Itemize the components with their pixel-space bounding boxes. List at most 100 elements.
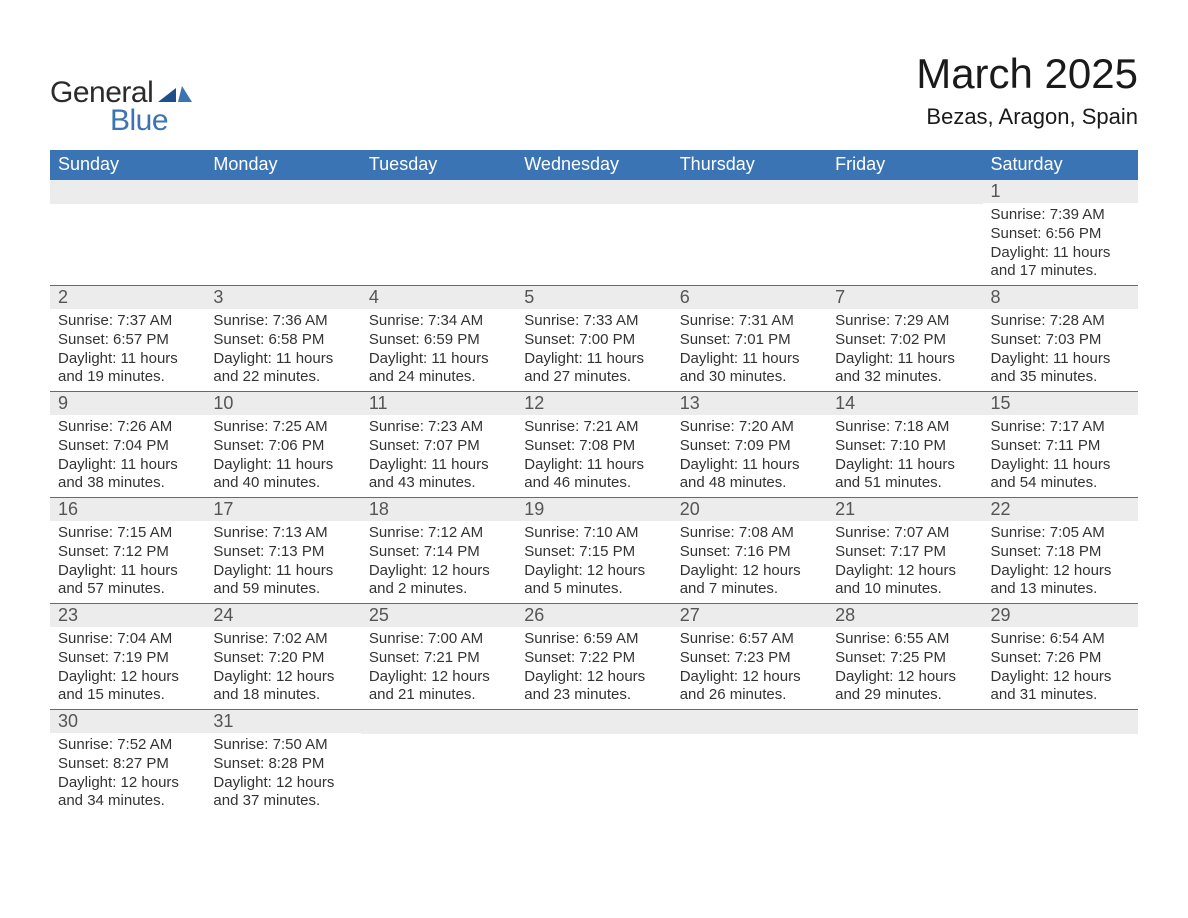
calendar-cell: 29Sunrise: 6:54 AMSunset: 7:26 PMDayligh… [983,604,1138,710]
sunset-line: Sunset: 7:00 PM [524,331,663,350]
day-details: Sunrise: 7:29 AMSunset: 7:02 PMDaylight:… [827,309,982,391]
sunrise-line: Sunrise: 7:04 AM [58,630,197,649]
sunset-line: Sunset: 7:12 PM [58,543,197,562]
day-details: Sunrise: 6:54 AMSunset: 7:26 PMDaylight:… [983,627,1138,709]
daylight-line: Daylight: 11 hours and 32 minutes. [835,350,974,388]
sunset-line: Sunset: 7:17 PM [835,543,974,562]
day-number [361,710,516,734]
daylight-line: Daylight: 12 hours and 23 minutes. [524,668,663,706]
daylight-line: Daylight: 11 hours and 24 minutes. [369,350,508,388]
daylight-line: Daylight: 12 hours and 13 minutes. [991,562,1130,600]
day-details [516,204,671,211]
daylight-line: Daylight: 11 hours and 27 minutes. [524,350,663,388]
day-number: 18 [361,498,516,521]
day-number: 2 [50,286,205,309]
daylight-line: Daylight: 11 hours and 48 minutes. [680,456,819,494]
day-number: 12 [516,392,671,415]
day-details: Sunrise: 7:33 AMSunset: 7:00 PMDaylight:… [516,309,671,391]
calendar-cell: 26Sunrise: 6:59 AMSunset: 7:22 PMDayligh… [516,604,671,710]
sunset-line: Sunset: 7:03 PM [991,331,1130,350]
sunrise-line: Sunrise: 7:07 AM [835,524,974,543]
daylight-line: Daylight: 11 hours and 54 minutes. [991,456,1130,494]
day-details: Sunrise: 7:17 AMSunset: 7:11 PMDaylight:… [983,415,1138,497]
sunset-line: Sunset: 7:20 PM [213,649,352,668]
day-details: Sunrise: 7:52 AMSunset: 8:27 PMDaylight:… [50,733,205,815]
day-details: Sunrise: 7:23 AMSunset: 7:07 PMDaylight:… [361,415,516,497]
day-details: Sunrise: 7:08 AMSunset: 7:16 PMDaylight:… [672,521,827,603]
sunrise-line: Sunrise: 7:29 AM [835,312,974,331]
day-details: Sunrise: 7:10 AMSunset: 7:15 PMDaylight:… [516,521,671,603]
day-number: 8 [983,286,1138,309]
calendar-cell: 23Sunrise: 7:04 AMSunset: 7:19 PMDayligh… [50,604,205,710]
daylight-line: Daylight: 12 hours and 37 minutes. [213,774,352,812]
day-details [827,204,982,211]
sunrise-line: Sunrise: 7:39 AM [991,206,1130,225]
day-details: Sunrise: 7:25 AMSunset: 7:06 PMDaylight:… [205,415,360,497]
weekday-header: Saturday [983,150,1138,180]
calendar-row: 16Sunrise: 7:15 AMSunset: 7:12 PMDayligh… [50,498,1138,604]
sunset-line: Sunset: 7:09 PM [680,437,819,456]
sunset-line: Sunset: 7:23 PM [680,649,819,668]
sunrise-line: Sunrise: 7:10 AM [524,524,663,543]
sunset-line: Sunset: 7:19 PM [58,649,197,668]
day-details [361,204,516,211]
sunrise-line: Sunrise: 6:59 AM [524,630,663,649]
sunrise-line: Sunrise: 6:55 AM [835,630,974,649]
weekday-header: Thursday [672,150,827,180]
sunrise-line: Sunrise: 7:36 AM [213,312,352,331]
sunset-line: Sunset: 7:02 PM [835,331,974,350]
daylight-line: Daylight: 11 hours and 51 minutes. [835,456,974,494]
sunrise-line: Sunrise: 7:08 AM [680,524,819,543]
calendar-cell: 28Sunrise: 6:55 AMSunset: 7:25 PMDayligh… [827,604,982,710]
day-number [983,710,1138,734]
calendar-cell: 24Sunrise: 7:02 AMSunset: 7:20 PMDayligh… [205,604,360,710]
daylight-line: Daylight: 11 hours and 59 minutes. [213,562,352,600]
day-details: Sunrise: 7:31 AMSunset: 7:01 PMDaylight:… [672,309,827,391]
day-details: Sunrise: 7:04 AMSunset: 7:19 PMDaylight:… [50,627,205,709]
day-details: Sunrise: 7:12 AMSunset: 7:14 PMDaylight:… [361,521,516,603]
sunrise-line: Sunrise: 6:57 AM [680,630,819,649]
logo-text-blue: Blue [110,104,192,138]
calendar-row: 30Sunrise: 7:52 AMSunset: 8:27 PMDayligh… [50,710,1138,816]
sunset-line: Sunset: 8:27 PM [58,755,197,774]
day-number [672,180,827,204]
sunrise-line: Sunrise: 7:17 AM [991,418,1130,437]
day-details: Sunrise: 7:39 AMSunset: 6:56 PMDaylight:… [983,203,1138,285]
day-details: Sunrise: 7:37 AMSunset: 6:57 PMDaylight:… [50,309,205,391]
day-number [516,710,671,734]
day-number: 10 [205,392,360,415]
day-number: 15 [983,392,1138,415]
day-details: Sunrise: 7:36 AMSunset: 6:58 PMDaylight:… [205,309,360,391]
sunrise-line: Sunrise: 7:18 AM [835,418,974,437]
sunrise-line: Sunrise: 7:13 AM [213,524,352,543]
day-number: 28 [827,604,982,627]
day-number [205,180,360,204]
sunset-line: Sunset: 8:28 PM [213,755,352,774]
sunset-line: Sunset: 7:16 PM [680,543,819,562]
daylight-line: Daylight: 11 hours and 57 minutes. [58,562,197,600]
day-number: 9 [50,392,205,415]
day-number: 29 [983,604,1138,627]
day-number: 19 [516,498,671,521]
title-block: March 2025 Bezas, Aragon, Spain [916,50,1138,130]
sunrise-line: Sunrise: 7:02 AM [213,630,352,649]
day-number: 7 [827,286,982,309]
weekday-header: Wednesday [516,150,671,180]
day-number: 30 [50,710,205,733]
daylight-line: Daylight: 12 hours and 18 minutes. [213,668,352,706]
daylight-line: Daylight: 12 hours and 15 minutes. [58,668,197,706]
day-number: 6 [672,286,827,309]
daylight-line: Daylight: 11 hours and 43 minutes. [369,456,508,494]
day-number: 17 [205,498,360,521]
day-details [827,734,982,741]
calendar-cell: 22Sunrise: 7:05 AMSunset: 7:18 PMDayligh… [983,498,1138,604]
calendar-cell: 18Sunrise: 7:12 AMSunset: 7:14 PMDayligh… [361,498,516,604]
day-details [205,204,360,211]
day-number: 3 [205,286,360,309]
sunset-line: Sunset: 7:08 PM [524,437,663,456]
calendar-row: 2Sunrise: 7:37 AMSunset: 6:57 PMDaylight… [50,286,1138,392]
calendar-cell: 27Sunrise: 6:57 AMSunset: 7:23 PMDayligh… [672,604,827,710]
sunrise-line: Sunrise: 7:26 AM [58,418,197,437]
calendar-cell [516,710,671,816]
location-label: Bezas, Aragon, Spain [916,104,1138,130]
